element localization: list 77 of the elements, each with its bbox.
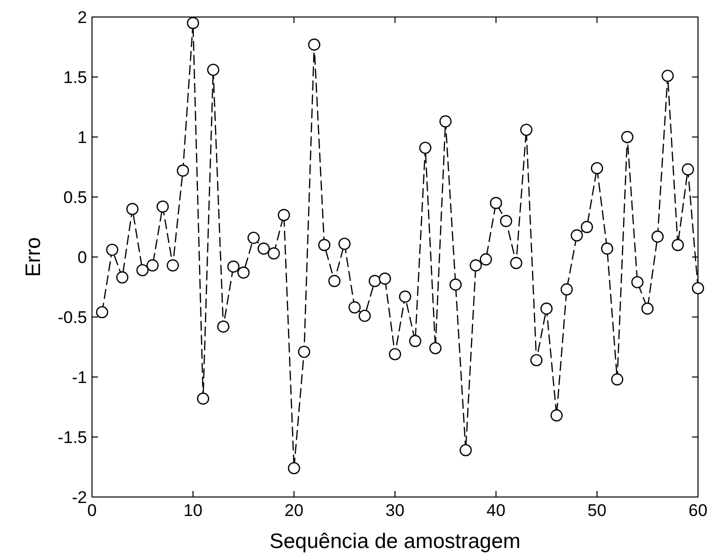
point [176, 164, 189, 177]
point [540, 302, 553, 315]
point [590, 162, 604, 174]
point [672, 238, 684, 252]
y-tick-label: -1 [72, 368, 87, 387]
point [96, 306, 108, 318]
point [227, 260, 240, 273]
point [197, 392, 210, 405]
y-tick-label: 1.5 [63, 68, 87, 87]
point [530, 354, 542, 366]
point [662, 70, 674, 82]
point [450, 278, 462, 291]
point [126, 202, 138, 216]
point [186, 16, 200, 30]
point [631, 276, 644, 288]
point [298, 346, 310, 358]
point [116, 271, 128, 284]
point [237, 266, 250, 279]
y-tick-label: -2 [72, 488, 87, 507]
x-tick-label: 10 [184, 501, 202, 520]
point [328, 274, 340, 288]
point [621, 130, 634, 144]
point [682, 163, 694, 176]
x-tick-label: 30 [386, 501, 404, 520]
point [560, 283, 573, 296]
point [166, 259, 179, 272]
point [641, 302, 654, 315]
point [399, 290, 412, 303]
y-tick-label: -1.5 [58, 428, 87, 447]
x-axis-title: Sequência de amostragem [270, 530, 520, 553]
y-tick-label: 1 [78, 128, 87, 147]
point [207, 64, 220, 76]
point [318, 238, 330, 252]
y-tick-label: 0 [78, 248, 87, 267]
point [368, 274, 381, 288]
point [409, 334, 422, 348]
point [378, 272, 391, 285]
point [268, 247, 280, 260]
point [429, 342, 442, 354]
point [470, 259, 482, 272]
point [146, 259, 159, 272]
point [692, 282, 704, 294]
y-tick-label: -0.5 [58, 308, 87, 327]
point [388, 348, 402, 360]
point [136, 264, 149, 276]
point [308, 38, 320, 51]
point [419, 142, 432, 154]
point [601, 242, 614, 255]
point [439, 115, 452, 128]
x-tick-label: 20 [284, 501, 304, 520]
point [358, 310, 371, 322]
point [500, 214, 512, 228]
point [106, 244, 118, 256]
x-tick-label: 60 [688, 501, 708, 520]
point [480, 253, 492, 266]
point [248, 232, 260, 244]
point [348, 301, 361, 314]
point [490, 196, 502, 210]
point [611, 373, 624, 386]
point [550, 409, 563, 422]
point [338, 238, 351, 250]
point [652, 230, 664, 243]
point [460, 444, 472, 456]
y-axis-title: Erro [22, 237, 45, 277]
x-tick-label: 40 [486, 501, 506, 520]
point [510, 256, 522, 270]
point [217, 320, 230, 333]
y-tick-label: 2 [78, 8, 87, 27]
point [570, 229, 583, 242]
point [156, 200, 169, 213]
point [258, 242, 270, 255]
point [288, 462, 300, 474]
x-tick-label: 50 [588, 501, 606, 520]
point [580, 220, 593, 234]
point [520, 124, 532, 136]
point [278, 208, 290, 222]
y-tick-label: 0.5 [63, 188, 87, 207]
